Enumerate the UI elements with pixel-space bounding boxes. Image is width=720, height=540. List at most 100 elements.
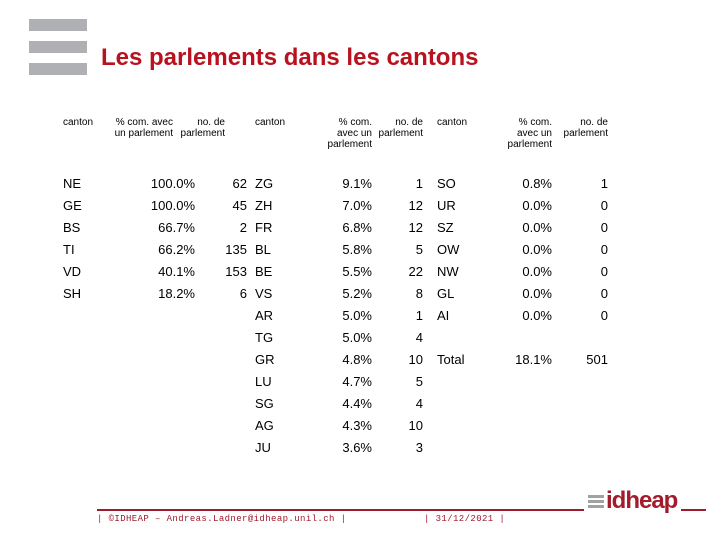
logo-bar [588,500,604,503]
cell-canton: GE [63,198,82,213]
cell-num: 12 [408,220,423,235]
total-label: Total [437,352,465,367]
cell-num: 3 [415,440,423,455]
cell-pct: 4.8% [342,352,372,367]
cell-pct: 5.0% [342,308,372,323]
cell-num: 8 [415,286,423,301]
footer-credit: | ©IDHEAP – Andreas.Ladner@idheap.unil.c… [97,514,347,524]
footer-divider [97,509,706,511]
cell-pct: 0.8% [522,176,552,191]
cell-canton: AR [255,308,274,323]
cell-pct: 5.5% [342,264,372,279]
cell-pct: 5.8% [342,242,372,257]
cell-num: 2 [239,220,247,235]
cell-pct: 0.0% [522,264,552,279]
cell-num: 10 [408,418,423,433]
corner-logo-bars-icon [29,19,87,85]
cell-canton: SZ [437,220,454,235]
cell-num: 4 [415,330,423,345]
cell-pct: 4.4% [342,396,372,411]
cell-canton: GR [255,352,275,367]
cell-num: 12 [408,198,423,213]
total-row: Total 18.1% 501 [437,350,608,372]
column-header-pct: % com. avec un parlement [327,117,372,150]
logo-bar [29,63,87,75]
cell-canton: AI [437,308,450,323]
cell-canton: LU [255,374,272,389]
cell-num: 1 [600,176,608,191]
cell-pct: 3.6% [342,440,372,455]
cell-pct: 4.3% [342,418,372,433]
column-header-canton: canton [63,117,94,128]
cell-pct: 40.1% [158,264,195,279]
cell-pct: 0.0% [522,308,552,323]
total-pct: 18.1% [515,352,552,367]
cell-num: 0 [600,264,608,279]
table-group-3: canton % com. avec un parlement no. de p… [437,115,608,328]
cell-canton: NW [437,264,459,279]
column-header-canton: canton [255,117,286,128]
cell-pct: 5.0% [342,330,372,345]
cell-canton: GL [437,286,455,301]
cell-num: 0 [600,242,608,257]
cell-canton: JU [255,440,271,455]
logo-bar [29,19,87,31]
cell-canton: FR [255,220,273,235]
cell-canton: VS [255,286,273,301]
cell-pct: 4.7% [342,374,372,389]
cell-num: 62 [232,176,247,191]
cell-num: 1 [415,308,423,323]
cell-num: 45 [232,198,247,213]
cell-canton: SH [63,286,82,301]
column-header-num: no. de parlement [378,117,423,139]
cell-pct: 0.0% [522,220,552,235]
column-header-pct: % com. avec un parlement [507,117,552,150]
cell-num: 0 [600,198,608,213]
cell-canton: SO [437,176,456,191]
cell-num: 0 [600,220,608,235]
cell-pct: 9.1% [342,176,372,191]
cell-canton: UR [437,198,456,213]
column-header-pct: % com. avec un parlement [114,117,173,139]
cell-canton: AG [255,418,274,433]
cell-pct: 18.2% [158,286,195,301]
logo-bar [588,495,604,498]
logo-bar [588,505,604,508]
cell-pct: 100.0% [150,198,195,213]
cell-pct: 66.7% [158,220,195,235]
cell-pct: 0.0% [522,242,552,257]
cell-num: 6 [239,286,247,301]
idheap-logo: idheap [584,486,682,514]
cell-canton: NE [63,176,82,191]
slide-title: Les parlements dans les cantons [101,44,479,71]
table-group-2: canton % com. avec un parlement no. de p… [255,115,423,460]
cell-canton: VD [63,264,82,279]
cell-num: 4 [415,396,423,411]
cell-num: 0 [600,308,608,323]
cell-num: 135 [225,242,247,257]
cell-num: 5 [415,242,423,257]
table-group-1: canton % com. avec un parlement no. de p… [63,115,247,306]
cell-pct: 100.0% [150,176,195,191]
cell-canton: TG [255,330,274,345]
idheap-logo-text: idheap [606,487,678,514]
cell-canton: OW [437,242,460,257]
cell-num: 0 [600,286,608,301]
footer-date: | 31/12/2021 | [424,514,506,524]
cell-canton: SG [255,396,274,411]
cell-canton: ZH [255,198,273,213]
cell-canton: BS [63,220,81,235]
cell-pct: 7.0% [342,198,372,213]
cell-num: 10 [408,352,423,367]
cell-canton: TI [63,242,75,257]
cell-pct: 0.0% [522,286,552,301]
idheap-logo-bars-icon [588,493,604,508]
cell-num: 5 [415,374,423,389]
total-num: 501 [586,352,608,367]
column-header-num: no. de parlement [563,117,608,139]
logo-bar [29,41,87,53]
cell-pct: 0.0% [522,198,552,213]
cell-canton: ZG [255,176,274,191]
cell-canton: BL [255,242,271,257]
